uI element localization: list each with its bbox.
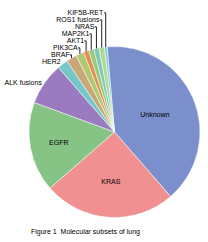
svg-text:ALK fusions: ALK fusions <box>5 79 43 86</box>
svg-text:NRAS: NRAS <box>75 23 95 30</box>
svg-text:HER2: HER2 <box>42 58 61 65</box>
svg-text:Figure 1 Molecular subsets of: Figure 1 Molecular subsets of lung <box>31 228 140 236</box>
svg-text:AKT1: AKT1 <box>67 37 85 44</box>
svg-text:PIK3CA: PIK3CA <box>53 44 78 51</box>
svg-text:EGFR: EGFR <box>49 139 68 146</box>
svg-text:Unknown: Unknown <box>140 111 169 118</box>
svg-text:KRAS: KRAS <box>101 178 120 185</box>
svg-text:KIF5B-RET: KIF5B-RET <box>67 9 104 16</box>
svg-text:ROS1 fusions: ROS1 fusions <box>56 16 100 23</box>
svg-text:MAP2K1: MAP2K1 <box>62 30 90 37</box>
svg-text:BRAF: BRAF <box>51 51 70 58</box>
